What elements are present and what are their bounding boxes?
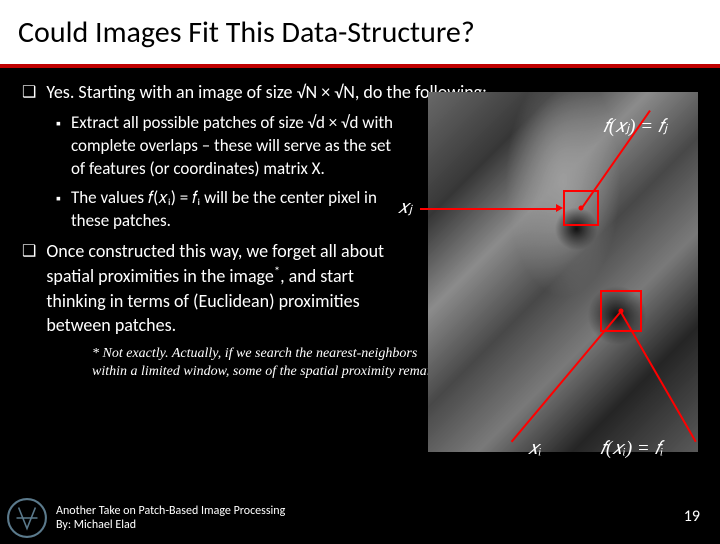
bullet-main-1-text: Yes. Starting with an image of size √N ×… bbox=[46, 80, 487, 104]
arrow-xj-head bbox=[556, 204, 563, 212]
sub-bullet-2: The values 𝑓(𝑥ᵢ) = 𝑓ᵢ will be the center… bbox=[56, 187, 406, 233]
grayscale-image bbox=[428, 92, 698, 452]
sub-bullets: Extract all possible patches of size √d … bbox=[56, 112, 406, 233]
equation-fj: 𝑓(𝑥ⱼ) = 𝑓ⱼ bbox=[603, 115, 667, 138]
technion-logo-icon bbox=[6, 497, 48, 539]
label-xj: 𝑥ⱼ bbox=[398, 196, 412, 219]
bullet-main-2: Once constructed this way, we forget all… bbox=[22, 239, 402, 337]
sub-bullet-2-text: The values 𝑓(𝑥ᵢ) = 𝑓ᵢ will be the center… bbox=[71, 187, 406, 233]
footer-line2: By: Michael Elad bbox=[56, 518, 285, 532]
page-number: 19 bbox=[684, 507, 700, 526]
arrow-xj-line bbox=[420, 208, 560, 210]
sub-bullet-1-text: Extract all possible patches of size √d … bbox=[71, 112, 406, 181]
footnote: * Not exactly. Actually, if we search th… bbox=[92, 345, 452, 380]
image-figure bbox=[428, 92, 698, 452]
sub-bullet-1: Extract all possible patches of size √d … bbox=[56, 112, 406, 181]
label-xi: 𝑥ᵢ bbox=[528, 438, 542, 460]
footer-line1: Another Take on Patch-Based Image Proces… bbox=[56, 504, 285, 518]
slide-title: Could Images Fit This Data-Structure? bbox=[18, 14, 475, 51]
footer: Another Take on Patch-Based Image Proces… bbox=[0, 496, 720, 540]
bullet-main-2-text: Once constructed this way, we forget all… bbox=[46, 239, 402, 337]
footer-text: Another Take on Patch-Based Image Proces… bbox=[56, 504, 285, 533]
equation-fi: 𝑓(𝑥ᵢ) = 𝑓ᵢ bbox=[600, 438, 663, 460]
title-bar: Could Images Fit This Data-Structure? bbox=[0, 0, 720, 64]
